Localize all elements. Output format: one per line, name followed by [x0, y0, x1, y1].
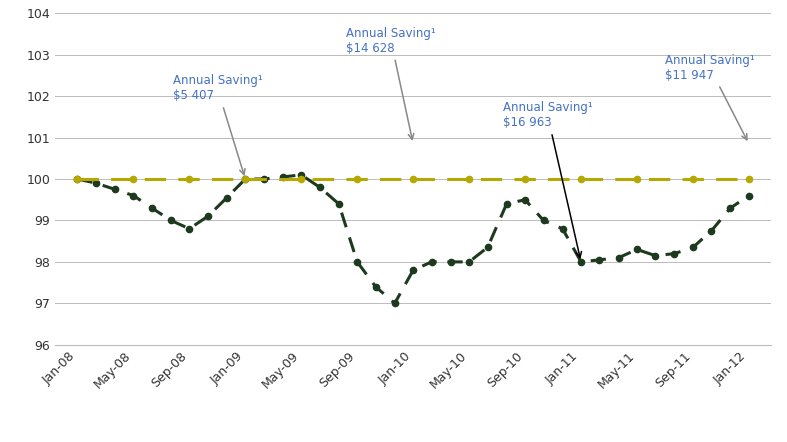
Text: Annual Saving¹
$16 963: Annual Saving¹ $16 963	[503, 101, 593, 258]
Text: Annual Saving¹
$14 628: Annual Saving¹ $14 628	[346, 27, 436, 139]
Text: Annual Saving¹
$5 407: Annual Saving¹ $5 407	[172, 74, 262, 175]
Text: Annual Saving¹
$11 947: Annual Saving¹ $11 947	[665, 53, 755, 140]
